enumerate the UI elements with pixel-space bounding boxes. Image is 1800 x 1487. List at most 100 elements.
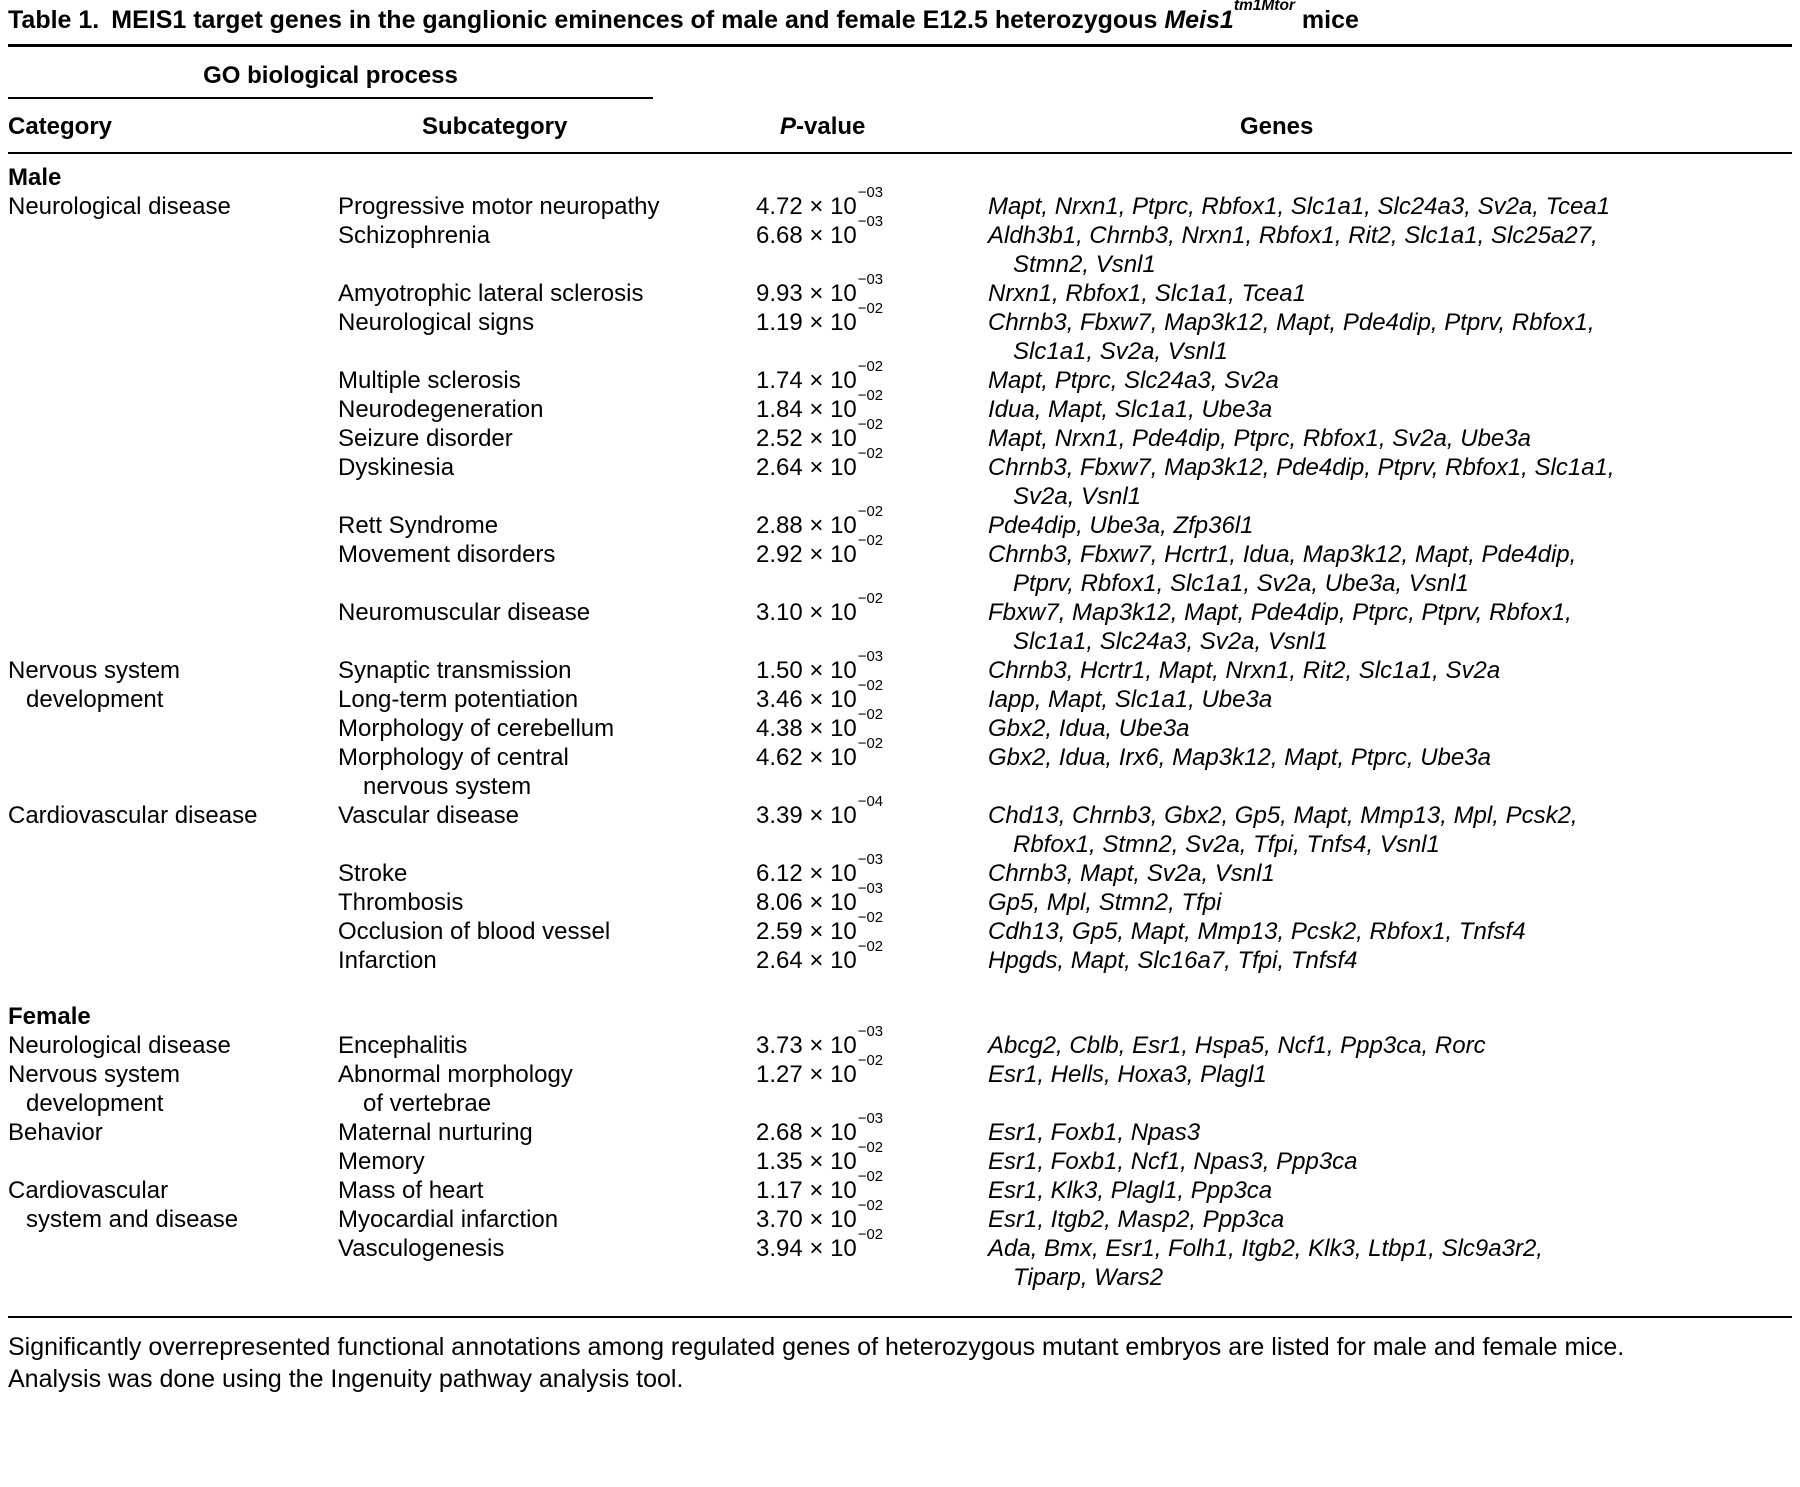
genes-line: Hpgds, Mapt, Slc16a7, Tfpi, Tnfsf4 xyxy=(988,947,1358,974)
subcategory-cell: Neuromuscular disease xyxy=(338,598,756,627)
pvalue-exponent: −02 xyxy=(857,532,883,549)
genes-cell: Fbxw7, Map3k12, Mapt, Pde4dip, Ptprc, Pt… xyxy=(988,598,1792,656)
table-number: Table 1. xyxy=(8,6,100,34)
subcategory-line: Infarction xyxy=(338,947,437,974)
pvalue-exponent: −02 xyxy=(857,1139,883,1156)
go-process-header: GO biological process xyxy=(8,61,653,99)
pvalue-exponent: −02 xyxy=(857,590,883,607)
table-title: Table 1. MEIS1 target genes in the gangli… xyxy=(8,0,1792,44)
section-header-male: Male xyxy=(8,164,62,191)
table-row: Amyotrophic lateral sclerosis 9.93 × 10−0… xyxy=(8,272,1792,308)
table-row: Cardiovascular system and disease Mass of … xyxy=(8,1169,1792,1233)
category-line-continuation: development xyxy=(26,1090,164,1117)
category-line: Behavior xyxy=(8,1119,103,1146)
category-line: Neurological disease xyxy=(8,1032,231,1059)
category-cell xyxy=(8,888,338,917)
category-cell: Neurological disease xyxy=(8,1031,338,1060)
pvalue-exponent: −02 xyxy=(857,1197,883,1214)
subcategory-cell: Multiple sclerosis xyxy=(338,366,756,395)
subcategory-cell: Rett Syndrome xyxy=(338,511,756,540)
pvalue-coefficient: 1.50 × 10 xyxy=(756,657,857,684)
genes-line: Chrnb3, Fbxw7, Map3k12, Pde4dip, Ptprv, … xyxy=(988,454,1615,481)
genes-line: Chrnb3, Mapt, Sv2a, Vsnl1 xyxy=(988,860,1275,887)
genes-cell: Mapt, Nrxn1, Ptprc, Rbfox1, Slc1a1, Slc2… xyxy=(988,192,1792,221)
table-row: Memory 1.35 × 10−02 Esr1, Foxb1, Ncf1, Npa… xyxy=(8,1140,1792,1176)
title-suffix: mice xyxy=(1301,6,1359,34)
pvalue-cell: 3.94 × 10−02 xyxy=(756,1227,988,1263)
category-cell xyxy=(8,453,338,482)
pvalue-italic-p: P xyxy=(780,113,797,140)
pvalue-exponent: −02 xyxy=(857,909,883,926)
subcategory-cell: Neurodegeneration xyxy=(338,395,756,424)
category-cell xyxy=(8,308,338,337)
table-row: Neurological disease Progressive motor ne… xyxy=(8,185,1792,221)
category-cell xyxy=(8,598,338,627)
subcategory-line-continuation: of vertebrae xyxy=(363,1090,492,1117)
subcategory-line: Occlusion of blood vessel xyxy=(338,918,611,945)
genes-line: Chrnb3, Fbxw7, Map3k12, Mapt, Pde4dip, P… xyxy=(988,309,1595,336)
footnote-line: Analysis was done using the Ingenuity pa… xyxy=(8,1365,684,1393)
table-row: Thrombosis 8.06 × 10−03 Gp5, Mpl, Stmn2, T… xyxy=(8,881,1792,917)
subcategory-line: Memory xyxy=(338,1148,425,1175)
category-cell: Cardiovascular disease xyxy=(8,801,338,830)
subcategory-cell: Long-term potentiation xyxy=(338,685,756,714)
pvalue-coefficient: 3.94 × 10 xyxy=(756,1235,857,1262)
category-line-continuation: development xyxy=(26,686,164,713)
pvalue-coefficient: 3.73 × 10 xyxy=(756,1032,857,1059)
pvalue-exponent: −02 xyxy=(857,706,883,723)
category-line: Nervous system xyxy=(8,1061,181,1088)
pvalue-cell: 3.10 × 10−02 xyxy=(756,591,988,627)
pvalue-coefficient: 2.68 × 10 xyxy=(756,1119,857,1146)
category-line-continuation: system and disease xyxy=(26,1206,239,1233)
subcategory-line: Progressive motor neuropathy xyxy=(338,193,660,220)
genes-line-continuation: Ptprv, Rbfox1, Slc1a1, Sv2a, Ube3a, Vsnl… xyxy=(1013,570,1469,597)
category-cell: Cardiovascular system and disease xyxy=(8,1176,338,1233)
subcategory-line: Rett Syndrome xyxy=(338,512,499,539)
genes-line: Fbxw7, Map3k12, Mapt, Pde4dip, Ptprc, Pt… xyxy=(988,599,1572,626)
pvalue-coefficient: 1.35 × 10 xyxy=(756,1148,857,1175)
pvalue-exponent: −02 xyxy=(857,503,883,520)
genes-cell: Esr1, Klk3, Plagl1, Ppp3ca xyxy=(988,1176,1792,1205)
pvalue-exponent: −03 xyxy=(857,213,883,230)
pvalue-cell: 2.68 × 10−03 xyxy=(756,1111,988,1147)
genes-cell: Gp5, Mpl, Stmn2, Tfpi xyxy=(988,888,1792,917)
pvalue-coefficient: 4.62 × 10 xyxy=(756,744,857,771)
subcategory-cell: Thrombosis xyxy=(338,888,756,917)
subcategory-line: Movement disorders xyxy=(338,541,556,568)
genes-cell: Mapt, Nrxn1, Pde4dip, Ptprc, Rbfox1, Sv2… xyxy=(988,424,1792,453)
genes-line-continuation: Sv2a, Vsnl1 xyxy=(1013,483,1142,510)
pvalue-exponent: −03 xyxy=(857,1110,883,1127)
subcategory-line: Mass of heart xyxy=(338,1177,484,1204)
genes-line: Esr1, Hells, Hoxa3, Plagl1 xyxy=(988,1061,1267,1088)
subcategory-line: Morphology of central xyxy=(338,744,569,771)
genes-cell: Esr1, Foxb1, Npas3 xyxy=(988,1118,1792,1147)
pvalue-coefficient: 3.39 × 10 xyxy=(756,802,857,829)
genes-cell: Chrnb3, Hcrtr1, Mapt, Nrxn1, Rit2, Slc1a… xyxy=(988,656,1792,685)
pvalue-exponent: −02 xyxy=(857,1226,883,1243)
subcategory-line: Long-term potentiation xyxy=(338,686,579,713)
footnote-rule xyxy=(8,1316,1792,1318)
pvalue-cell: 1.17 × 10−02 xyxy=(756,1169,988,1205)
category-cell xyxy=(8,859,338,888)
category-cell: Neurological disease xyxy=(8,192,338,221)
pvalue-coefficient: 6.12 × 10 xyxy=(756,860,857,887)
pvalue-cell: 4.72 × 10−03 xyxy=(756,185,988,221)
table-row: Occlusion of blood vessel 2.59 × 10−02 Cdh… xyxy=(8,910,1792,946)
category-cell xyxy=(8,743,338,772)
category-cell: Nervous system development xyxy=(8,1060,338,1117)
subcategory-cell: Memory xyxy=(338,1147,756,1176)
pvalue-cell: 8.06 × 10−03 xyxy=(756,881,988,917)
genes-cell: Aldh3b1, Chrnb3, Nrxn1, Rbfox1, Rit2, Sl… xyxy=(988,221,1792,279)
table-row: Stroke 6.12 × 10−03 Chrnb3, Mapt, Sv2a, Vs… xyxy=(8,852,1792,888)
footnote: Significantly overrepresented functional… xyxy=(8,1318,1792,1395)
pvalue-exponent: −04 xyxy=(857,793,883,810)
genes-cell: Idua, Mapt, Slc1a1, Ube3a xyxy=(988,395,1792,424)
pvalue-label-rest: -value xyxy=(796,113,866,140)
subcategory-cell: Encephalitis xyxy=(338,1031,756,1060)
pvalue-cell: 2.64 × 10−02 xyxy=(756,939,988,975)
subcategory-line: Vascular disease xyxy=(338,802,519,829)
pvalue-coefficient: 2.64 × 10 xyxy=(756,454,857,481)
genes-line: Ada, Bmx, Esr1, Folh1, Itgb2, Klk3, Ltbp… xyxy=(988,1235,1543,1262)
category-cell: Behavior xyxy=(8,1118,338,1147)
